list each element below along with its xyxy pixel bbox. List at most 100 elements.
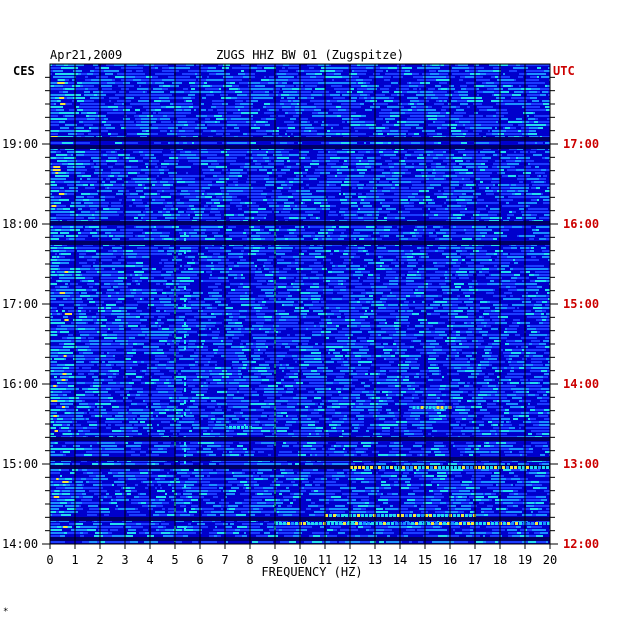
heatmap-cell	[55, 286, 60, 288]
heatmap-cell	[542, 307, 550, 309]
heatmap-cell	[337, 304, 344, 306]
heatmap-cell	[87, 247, 94, 249]
heatmap-cell	[188, 301, 196, 303]
heatmap-cell	[258, 253, 266, 255]
heatmap-cell	[291, 166, 301, 168]
heatmap-cell	[476, 127, 479, 129]
heatmap-cell	[207, 142, 217, 144]
heatmap-cell	[283, 208, 291, 210]
heatmap-cell	[537, 286, 542, 288]
heatmap-cell	[277, 127, 279, 129]
heatmap-cell	[147, 121, 156, 123]
heatmap-cell	[446, 70, 450, 72]
heatmap-cell	[327, 184, 329, 186]
heatmap-cell	[455, 172, 459, 174]
heatmap-cell	[315, 268, 322, 270]
heatmap-cell	[254, 217, 264, 219]
heatmap-cell	[513, 256, 517, 258]
heatmap-cell	[205, 307, 207, 309]
heatmap-cell	[148, 277, 154, 279]
heatmap-cell	[392, 154, 396, 156]
heatmap-cell	[546, 211, 550, 213]
heatmap-cell	[455, 256, 461, 258]
heatmap-cell	[217, 175, 226, 177]
heatmap-cell	[311, 82, 318, 84]
heatmap-cell	[187, 187, 194, 189]
heatmap-cell	[372, 301, 376, 303]
heatmap-cell	[462, 214, 465, 216]
heatmap-cell	[280, 82, 282, 84]
heatmap-cell	[240, 298, 249, 300]
heatmap-cell	[295, 226, 302, 228]
heatmap-cell	[54, 283, 57, 285]
heatmap-cell	[143, 151, 147, 153]
heatmap-cell	[176, 64, 186, 66]
heatmap-cell	[526, 193, 532, 195]
heatmap-cell	[108, 298, 118, 300]
heatmap-cell	[351, 298, 355, 300]
heatmap-cell	[60, 127, 69, 129]
heatmap-cell	[206, 271, 212, 273]
heatmap-cell	[371, 97, 381, 99]
heatmap-cell	[331, 175, 335, 177]
heatmap-cell	[134, 271, 144, 273]
heatmap-cell	[387, 196, 397, 198]
heatmap-cell	[459, 229, 464, 231]
heatmap-cell	[59, 199, 69, 201]
heatmap-cell	[519, 181, 523, 183]
heatmap-cell	[318, 64, 327, 66]
heatmap-cell	[99, 217, 108, 219]
heatmap-cell	[367, 208, 370, 210]
heatmap-cell	[365, 298, 369, 300]
heatmap-cell	[267, 64, 276, 66]
heatmap-cell	[98, 103, 105, 105]
heatmap-cell	[294, 298, 304, 300]
heatmap-cell	[79, 121, 83, 123]
heatmap-cell	[441, 109, 446, 111]
heatmap-cell	[514, 151, 516, 153]
heatmap-cell	[421, 274, 425, 276]
heatmap-cell	[416, 106, 424, 108]
heatmap-cell	[54, 202, 61, 204]
heatmap-cell	[538, 127, 543, 129]
heatmap-cell	[296, 304, 299, 306]
heatmap-cell	[383, 283, 389, 285]
heatmap-cell	[309, 253, 319, 255]
heatmap-cell	[160, 91, 164, 93]
heatmap-cell	[369, 76, 375, 78]
heatmap-cell	[364, 313, 374, 315]
heatmap-cell	[114, 64, 124, 66]
heatmap-cell	[471, 163, 481, 165]
heatmap-cell	[150, 133, 158, 135]
heatmap-cell	[84, 91, 90, 93]
heatmap-cell	[104, 259, 112, 261]
heatmap-cell	[399, 307, 409, 309]
heatmap-cell	[163, 253, 167, 255]
heatmap-cell	[388, 163, 394, 165]
heatmap-cell	[312, 112, 315, 114]
heatmap-cell	[102, 172, 105, 174]
heatmap-cell	[52, 64, 56, 66]
heatmap-cell	[540, 121, 544, 123]
heatmap-cell	[329, 307, 336, 309]
heatmap-cell	[392, 292, 400, 294]
heatmap-cell	[63, 115, 65, 117]
heatmap-cell	[120, 172, 128, 174]
heatmap-cell	[491, 100, 500, 102]
heatmap-cell	[455, 121, 459, 123]
heatmap-cell	[465, 76, 474, 78]
heatmap-cell	[62, 163, 68, 165]
heatmap-cell	[208, 280, 214, 282]
heatmap-cell	[269, 76, 274, 78]
heatmap-cell	[351, 181, 356, 183]
heatmap-cell	[239, 67, 249, 69]
heatmap-cell	[387, 286, 389, 288]
heatmap-cell	[126, 235, 133, 237]
heatmap-cell	[445, 286, 450, 288]
heatmap-cell	[455, 160, 463, 162]
heatmap-cell	[191, 88, 195, 90]
heatmap-cell	[285, 292, 290, 294]
heatmap-cell	[301, 214, 308, 216]
heatmap-cell	[534, 94, 540, 96]
heatmap-cell	[279, 229, 287, 231]
